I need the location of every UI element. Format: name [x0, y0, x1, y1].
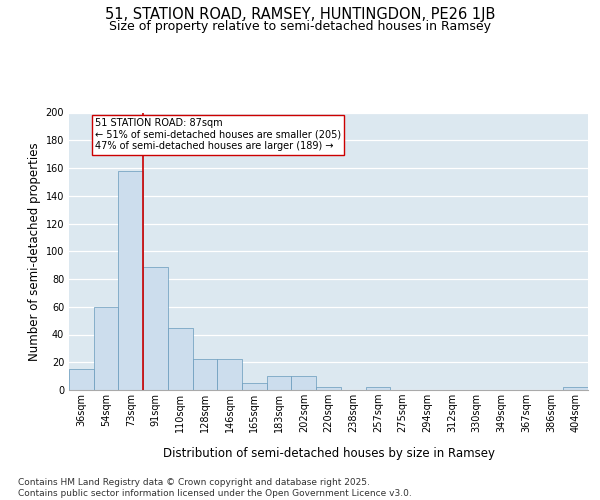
Bar	[118, 171, 143, 390]
Bar	[292, 376, 316, 390]
Bar	[143, 266, 168, 390]
Bar	[267, 376, 292, 390]
Bar	[193, 360, 217, 390]
Bar	[563, 387, 588, 390]
Text: Distribution of semi-detached houses by size in Ramsey: Distribution of semi-detached houses by …	[163, 448, 495, 460]
Text: Size of property relative to semi-detached houses in Ramsey: Size of property relative to semi-detach…	[109, 20, 491, 33]
Bar	[168, 328, 193, 390]
Bar	[316, 387, 341, 390]
Bar	[217, 360, 242, 390]
Text: 51 STATION ROAD: 87sqm
← 51% of semi-detached houses are smaller (205)
47% of se: 51 STATION ROAD: 87sqm ← 51% of semi-det…	[95, 118, 341, 151]
Text: Contains HM Land Registry data © Crown copyright and database right 2025.
Contai: Contains HM Land Registry data © Crown c…	[18, 478, 412, 498]
Text: 51, STATION ROAD, RAMSEY, HUNTINGDON, PE26 1JB: 51, STATION ROAD, RAMSEY, HUNTINGDON, PE…	[105, 8, 495, 22]
Bar	[365, 387, 390, 390]
Bar	[94, 306, 118, 390]
Bar	[69, 369, 94, 390]
Bar	[242, 383, 267, 390]
Y-axis label: Number of semi-detached properties: Number of semi-detached properties	[28, 142, 41, 360]
